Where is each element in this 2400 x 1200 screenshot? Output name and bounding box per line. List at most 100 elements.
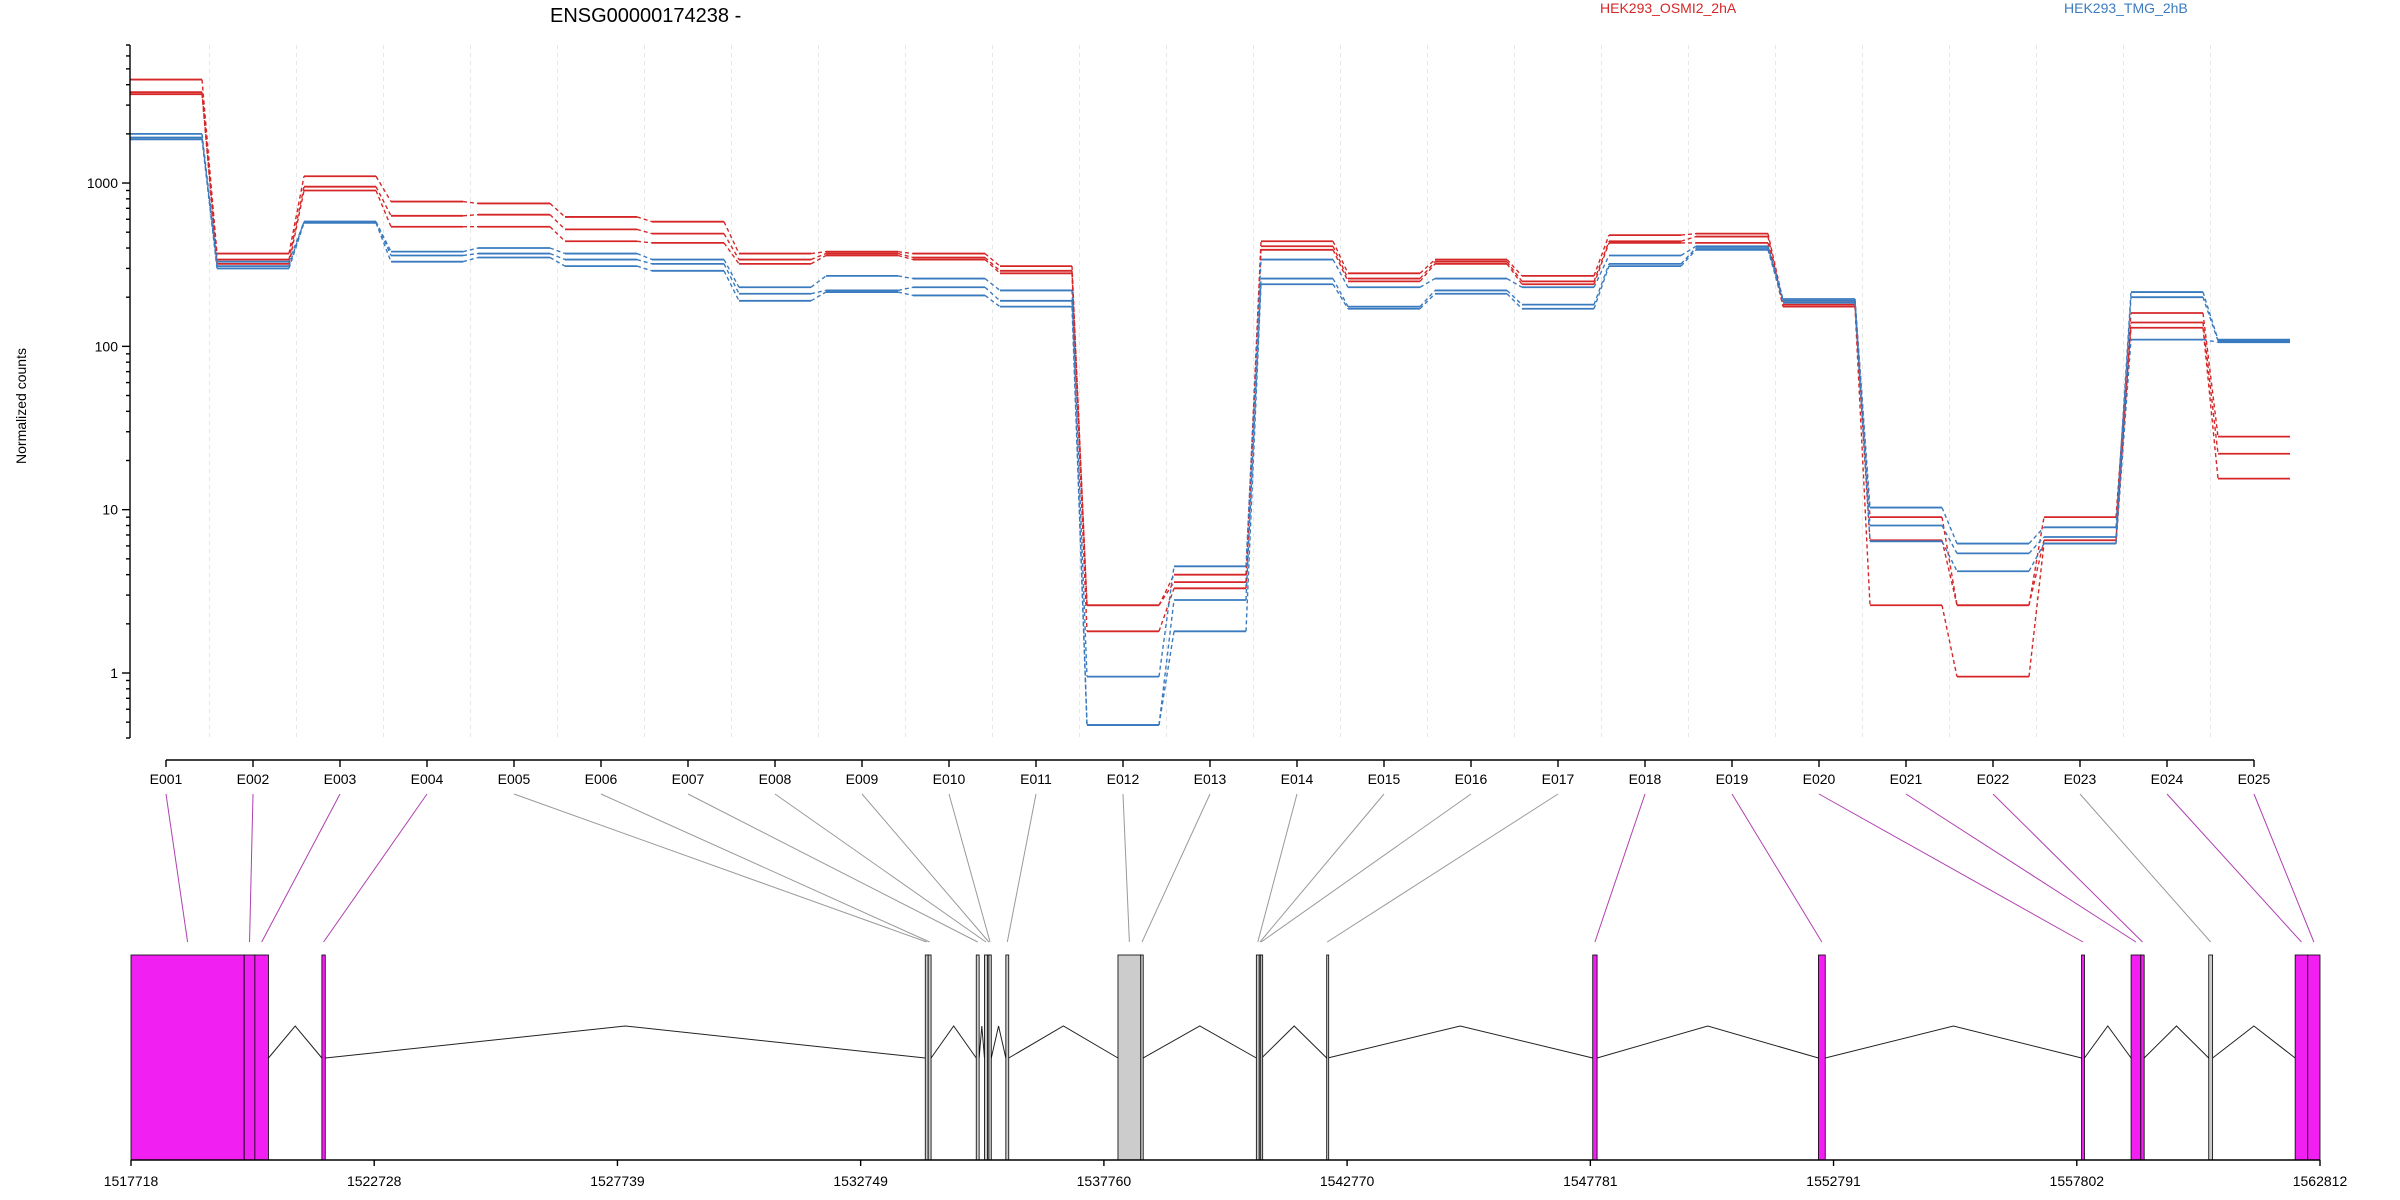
series-connector: [462, 252, 479, 257]
series-connector: [636, 252, 653, 261]
series-connector: [810, 291, 827, 302]
series-connector: [1419, 261, 1436, 280]
y-tick-label: 10: [102, 502, 118, 518]
series-connector: [636, 265, 653, 272]
legend-label-osmi2: HEK293_OSMI2_2hA: [1600, 0, 1737, 16]
series-connector: [897, 275, 914, 280]
series-connector: [201, 139, 218, 269]
series-connector: [723, 259, 740, 288]
exon-connector: [513, 793, 927, 943]
x-tick-label: E013: [1194, 771, 1227, 787]
series-connector: [375, 221, 392, 252]
series-connector: [1419, 293, 1436, 310]
exon-connector: [1594, 793, 1646, 943]
exon-block: [2307, 954, 2321, 1161]
series-connector: [1332, 283, 1349, 310]
intron-line: [1327, 1025, 1593, 1059]
series-connector: [1332, 240, 1349, 274]
x-tick-label: E017: [1542, 771, 1575, 787]
exon-connector: [1122, 793, 1130, 943]
exon-block: [130, 954, 245, 1161]
series-connector: [897, 254, 914, 261]
intron-line: [1596, 1025, 1819, 1059]
series-connector: [549, 214, 566, 230]
series-connector: [1941, 605, 1958, 677]
intron-line: [2084, 1025, 2132, 1059]
exon-connector: [165, 793, 189, 943]
x-tick-label: E010: [933, 771, 966, 787]
series-connector: [984, 286, 1001, 302]
x-tick-label: E003: [324, 771, 357, 787]
x-tick-label: E012: [1107, 771, 1140, 787]
series-connector: [375, 175, 392, 202]
genomic-tick-label: 1527739: [590, 1173, 645, 1189]
genomic-tick-label: 1537760: [1077, 1173, 1132, 1189]
intron-line: [2212, 1025, 2296, 1059]
intron-line: [2143, 1025, 2210, 1059]
axes-layer: 1 10 100 1000 E001 E002 E003 E004 E005 E006 E007 E0…: [87, 44, 2271, 787]
series-connector: [1680, 247, 1697, 265]
exon-connector: [1326, 793, 1559, 943]
exon-connector: [1006, 793, 1037, 943]
exon-connector: [249, 793, 254, 943]
series-connector: [201, 94, 218, 264]
exon-connector: [1731, 793, 1823, 943]
intron-line: [1142, 1025, 1257, 1059]
series-connector: [636, 216, 653, 223]
exon-connector: [1818, 793, 2084, 943]
series-connector: [1941, 517, 1958, 606]
x-tick-label: E002: [237, 771, 270, 787]
x-tick-label: E005: [498, 771, 531, 787]
series-connector: [2115, 297, 2132, 538]
exon-connector: [261, 793, 341, 943]
series-connector: [897, 250, 914, 255]
series-connector: [288, 186, 305, 260]
x-tick-label: E022: [1977, 771, 2010, 787]
series-connector: [723, 270, 740, 302]
exon-block: [1117, 954, 1142, 1161]
x-tick-label: E004: [411, 771, 444, 787]
series-connector: [2028, 536, 2045, 554]
y-tick-label: 100: [95, 338, 119, 354]
exon-connector: [948, 793, 991, 943]
series-connector: [984, 253, 1001, 267]
series-connector: [1245, 278, 1262, 601]
exon-connector: [687, 793, 978, 943]
series-connector: [1245, 284, 1262, 632]
connector-layer: [165, 793, 2315, 943]
series-connector: [1332, 245, 1349, 279]
series-connector: [1593, 234, 1610, 277]
intron-line: [1261, 1025, 1328, 1059]
series-connector: [462, 213, 479, 217]
series-connector: [462, 247, 479, 253]
series-connector: [2202, 296, 2219, 342]
series-connector: [723, 221, 740, 254]
series-connector: [549, 256, 566, 267]
series-connector: [1941, 525, 1958, 554]
series-connector: [1245, 259, 1262, 567]
series-connector: [288, 222, 305, 269]
series-connector: [288, 176, 305, 254]
series-connector: [1158, 631, 1175, 726]
genomic-tick-label: 1522728: [347, 1173, 402, 1189]
genomic-tick-label: 1562812: [2293, 1173, 2348, 1189]
x-tick-label: E007: [672, 771, 705, 787]
series-connector: [2028, 526, 2045, 545]
series-connector: [1419, 289, 1436, 308]
exon-connector: [2166, 793, 2302, 943]
series-connector: [462, 200, 479, 205]
series-connector: [636, 240, 653, 244]
exon-block: [975, 954, 980, 1161]
exon-connector: [323, 793, 428, 943]
series-connector: [1332, 249, 1349, 282]
exon-block: [1818, 954, 1826, 1161]
series-connector: [462, 256, 479, 263]
exon-block: [927, 954, 932, 1161]
series-connector: [1419, 263, 1436, 282]
intron-line: [268, 1025, 323, 1059]
genomic-tick-label: 1557802: [2050, 1173, 2105, 1189]
exon-block: [2208, 954, 2214, 1161]
series-connector: [375, 221, 392, 256]
series-connector: [897, 286, 914, 292]
series-connector: [288, 190, 305, 264]
